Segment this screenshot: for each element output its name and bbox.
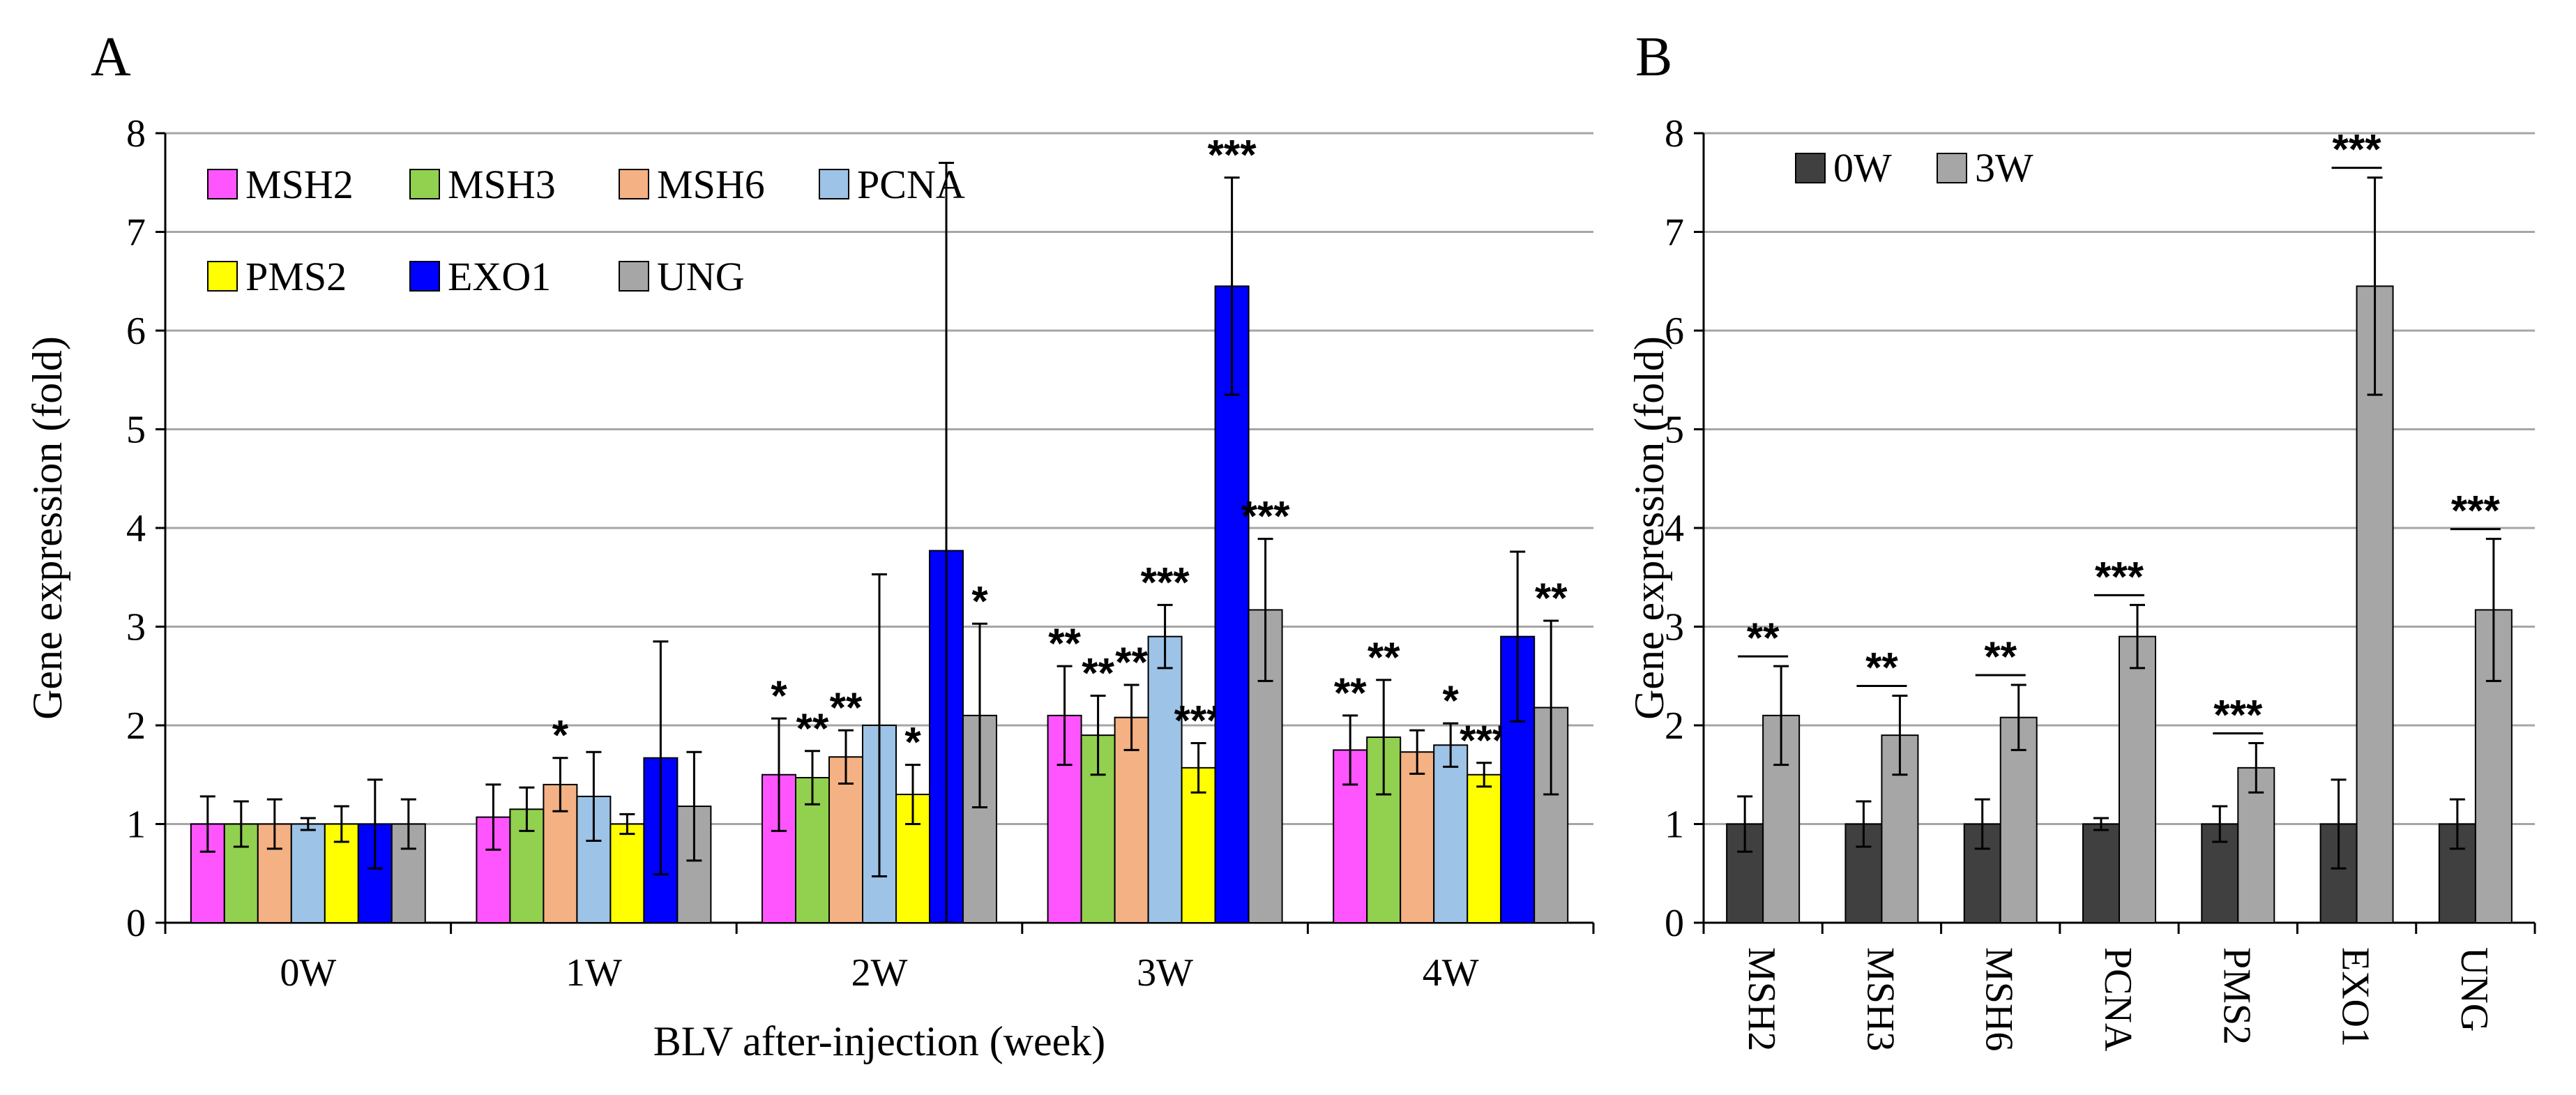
panel-a-legend-label: MSH2 xyxy=(245,162,354,207)
panel-a-y-tick-label: 2 xyxy=(126,704,146,748)
panel-b-y-tick-label: 0 xyxy=(1665,902,1684,945)
panel-a-y-tick-label: 3 xyxy=(126,606,146,649)
panel-a-bar-pcna-3w xyxy=(1147,635,1183,924)
panel-a-x-tick-label: 3W xyxy=(1137,951,1193,995)
panel-a-significance-label: * xyxy=(904,719,921,766)
panel-a-bar-msh6-3w xyxy=(1114,716,1149,924)
panel-b-bar-3w-pms2 xyxy=(2237,766,2275,923)
panel-a-significance-label: * xyxy=(771,672,787,719)
panel-b-significance-label: ** xyxy=(1865,644,1898,691)
panel-a-bar-exo1-4w xyxy=(1500,635,1536,924)
panel-a-significance-label: ** xyxy=(830,684,863,731)
panel-a-bar-pms2-3w xyxy=(1181,766,1216,923)
panel-b-x-tick-label: PCNA xyxy=(2096,947,2139,1052)
panel-b-significance-label: *** xyxy=(2333,126,2382,173)
panel-b-significance-label: *** xyxy=(2451,488,2501,534)
panel-a-significance-label: ** xyxy=(1048,620,1081,667)
panel-b-x-tick-label: MSH2 xyxy=(1740,947,1783,1051)
panel-a-bar-pcna-0w xyxy=(290,823,326,923)
panel-a-significance-label: ** xyxy=(796,705,829,752)
panel-b-significance-label: ** xyxy=(1747,614,1780,661)
panel-a-y-tick-label: 8 xyxy=(126,112,146,156)
chart-panel-b: B 0 1 2 3 4 5 6 7 8 MSH2 ** MSH3 ** MSH6 ** PCNA *** PMS2… xyxy=(1626,27,2536,1052)
panel-a-y-tick-label: 5 xyxy=(126,409,146,452)
panel-b-legend-swatch-0w xyxy=(1795,153,1826,183)
panel-a-legend-swatch-pcna xyxy=(819,169,849,199)
panel-a-y-axis-title: Gene expression (fold) xyxy=(24,336,70,720)
panel-a-significance-label: *** xyxy=(1241,493,1291,540)
panel-a-x-tick-label: 0W xyxy=(280,951,336,995)
panel-b-y-tick-label: 7 xyxy=(1665,211,1684,255)
panel-b-y-tick-label: 1 xyxy=(1665,803,1684,847)
panel-b-label: B xyxy=(1635,27,1672,88)
panel-a-legend-label: UNG xyxy=(657,254,745,299)
panel-b-y-tick-label: 5 xyxy=(1665,409,1684,452)
panel-a-x-axis-title: BLV after-injection (week) xyxy=(653,1018,1106,1064)
panel-a-legend-swatch-msh3 xyxy=(409,169,440,199)
panel-a-y-tick-label: 6 xyxy=(126,310,146,353)
panel-a-significance-label: * xyxy=(1443,677,1460,724)
panel-a-x-tick-label: 1W xyxy=(566,951,622,995)
panel-b-legend-label: 0W xyxy=(1833,145,1892,190)
panel-a-y-tick-label: 1 xyxy=(126,803,146,847)
panel-a-legend-label: PMS2 xyxy=(245,254,347,299)
panel-a-legend-label: PCNA xyxy=(857,162,965,207)
panel-b-legend-swatch-3w xyxy=(1937,153,1967,183)
panel-a-legend-swatch-msh6 xyxy=(619,169,649,199)
panel-a-label: A xyxy=(91,27,131,88)
panel-b-bar-0w-pcna xyxy=(2082,823,2120,923)
panel-a-y-tick-label: 0 xyxy=(126,902,146,945)
panel-a-bar-msh6-4w xyxy=(1400,751,1435,923)
panel-b-bar-3w-pcna xyxy=(2119,635,2156,924)
panel-b-significance-label: *** xyxy=(2213,691,2263,738)
panel-b-y-tick-label: 8 xyxy=(1665,112,1684,156)
panel-a-bar-pms2-4w xyxy=(1467,773,1502,923)
panel-a-bar-pms2-1w xyxy=(609,823,645,923)
panel-b-x-tick-label: MSH6 xyxy=(1978,947,2021,1051)
panel-a-significance-label: ** xyxy=(1082,650,1114,697)
panel-a-significance-label: *** xyxy=(1141,559,1190,605)
panel-a-legend-swatch-msh2 xyxy=(207,169,238,199)
panel-a-legend-swatch-ung xyxy=(619,261,649,292)
panel-a-bar-pcna-4w xyxy=(1433,744,1469,924)
panel-b-y-tick-label: 3 xyxy=(1665,606,1684,649)
panel-a-significance-label: ** xyxy=(1367,634,1400,681)
panel-a-legend-label: MSH3 xyxy=(448,162,556,207)
panel-b-y-tick-label: 2 xyxy=(1665,704,1684,748)
panel-a-y-tick-label: 7 xyxy=(126,211,146,255)
panel-a-x-tick-label: 4W xyxy=(1423,951,1479,995)
panel-a-significance-label: * xyxy=(552,712,569,759)
panel-b-y-tick-label: 6 xyxy=(1665,310,1684,353)
panel-b-y-axis-title: Gene expression (fold) xyxy=(1626,336,1672,720)
panel-b-y-tick-label: 4 xyxy=(1665,507,1684,550)
panel-a-significance-label: ** xyxy=(1334,670,1367,716)
panel-b-x-tick-label: MSH3 xyxy=(1858,947,1902,1051)
panel-a-legend-swatch-pms2 xyxy=(207,261,238,292)
panel-a-significance-label: * xyxy=(971,577,988,624)
panel-b-legend-label: 3W xyxy=(1975,145,2033,190)
panel-a-significance-label: ** xyxy=(1115,639,1148,686)
panel-a-bar-exo1-0w xyxy=(357,823,393,923)
panel-a-legend-label: MSH6 xyxy=(657,162,765,207)
panel-b-significance-label: ** xyxy=(1984,633,2017,680)
panel-a-significance-label: *** xyxy=(1208,132,1257,179)
panel-b-significance-label: *** xyxy=(2095,553,2144,600)
panel-a-legend-swatch-exo1 xyxy=(409,261,440,292)
panel-b-x-tick-label: PMS2 xyxy=(2215,947,2258,1045)
panel-a-legend-label: EXO1 xyxy=(448,254,551,299)
panel-b-x-tick-label: EXO1 xyxy=(2334,947,2377,1047)
panel-a-y-tick-label: 4 xyxy=(126,507,146,550)
panel-b-x-tick-label: UNG xyxy=(2453,947,2496,1032)
panel-a-significance-label: ** xyxy=(1535,575,1568,621)
panel-a-x-tick-label: 2W xyxy=(851,951,908,995)
